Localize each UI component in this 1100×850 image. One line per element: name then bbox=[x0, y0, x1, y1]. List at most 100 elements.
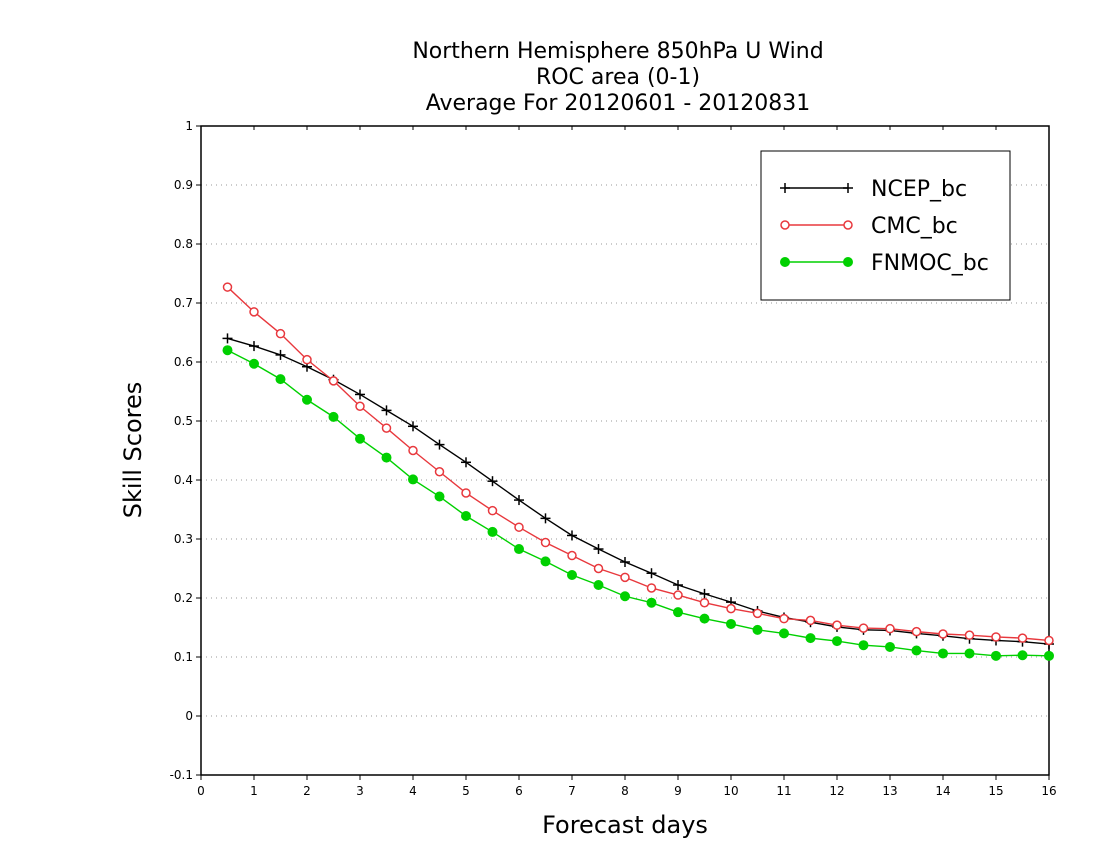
data-point-fnmoc-bc bbox=[752, 624, 763, 635]
data-point-fnmoc-bc bbox=[381, 452, 392, 463]
x-tick-label: 13 bbox=[882, 784, 897, 798]
legend: NCEP_bc CMC_bc FNMOC_bc bbox=[760, 150, 1011, 301]
x-tick-label: 6 bbox=[515, 784, 523, 798]
y-tick-label: 0.5 bbox=[174, 414, 193, 428]
x-tick-label: 9 bbox=[674, 784, 682, 798]
x-tick-label: 3 bbox=[356, 784, 364, 798]
data-point-ncep-bc bbox=[408, 421, 418, 432]
chart-title-line-1: Northern Hemisphere 850hPa U Wind bbox=[412, 39, 823, 64]
legend-label: FNMOC_bc bbox=[871, 251, 989, 276]
chart-title: Northern Hemisphere 850hPa U Wind ROC ar… bbox=[412, 39, 823, 116]
legend-item-ncep-bc: NCEP_bc bbox=[780, 177, 967, 202]
data-point-fnmoc-bc bbox=[858, 640, 869, 651]
data-point-cmc-bc bbox=[328, 376, 339, 386]
series-line-ncep-bc bbox=[227, 337, 1050, 645]
legend-marker bbox=[780, 220, 790, 230]
data-point-fnmoc-bc bbox=[434, 491, 445, 502]
legend-item-fnmoc-bc: FNMOC_bc bbox=[780, 251, 989, 276]
series-line-cmc-bc bbox=[227, 286, 1050, 642]
data-point-cmc-bc bbox=[249, 307, 259, 317]
series-cmc-bc bbox=[222, 282, 1054, 646]
legend-marker bbox=[780, 257, 790, 267]
data-point-fnmoc-bc bbox=[885, 641, 895, 652]
data-point-ncep-bc bbox=[222, 333, 233, 344]
legend-marker bbox=[843, 220, 853, 230]
x-tick-label: 4 bbox=[409, 784, 417, 798]
data-point-cmc-bc bbox=[805, 615, 816, 626]
y-tick-label: 0.3 bbox=[174, 532, 193, 546]
data-point-cmc-bc bbox=[832, 620, 842, 630]
data-point-fnmoc-bc bbox=[593, 580, 604, 591]
legend-marker bbox=[843, 257, 853, 267]
data-point-fnmoc-bc bbox=[540, 556, 551, 567]
legend-item-cmc-bc: CMC_bc bbox=[780, 214, 958, 239]
legend-marker bbox=[843, 183, 853, 193]
y-tick-label: 0.2 bbox=[174, 591, 193, 605]
data-point-cmc-bc bbox=[355, 401, 365, 411]
data-point-cmc-bc bbox=[540, 537, 551, 548]
data-point-ncep-bc bbox=[487, 476, 498, 487]
x-tick-label: 7 bbox=[568, 784, 576, 798]
data-point-cmc-bc bbox=[646, 583, 657, 593]
data-point-cmc-bc bbox=[1017, 633, 1028, 643]
series-line-fnmoc-bc bbox=[227, 349, 1050, 657]
data-point-fnmoc-bc bbox=[911, 645, 922, 656]
data-point-fnmoc-bc bbox=[514, 544, 524, 555]
x-tick-label: 5 bbox=[462, 784, 470, 798]
data-point-cmc-bc bbox=[593, 563, 604, 574]
data-point-cmc-bc bbox=[858, 623, 869, 633]
data-point-fnmoc-bc bbox=[408, 474, 418, 485]
data-point-cmc-bc bbox=[726, 603, 736, 614]
y-tick-label: 0.4 bbox=[174, 473, 193, 487]
data-point-fnmoc-bc bbox=[938, 648, 948, 659]
data-point-cmc-bc bbox=[964, 630, 975, 640]
data-point-cmc-bc bbox=[991, 632, 1001, 642]
y-tick-label: 0.6 bbox=[174, 355, 193, 369]
x-tick-label: 2 bbox=[303, 784, 311, 798]
data-point-fnmoc-bc bbox=[832, 636, 842, 647]
data-point-fnmoc-bc bbox=[726, 618, 736, 629]
data-point-cmc-bc bbox=[779, 613, 789, 624]
series-ncep-bc bbox=[222, 333, 1054, 650]
data-point-ncep-bc bbox=[249, 341, 259, 352]
data-point-fnmoc-bc bbox=[673, 607, 683, 618]
chart-title-line-2: ROC area (0-1) bbox=[536, 65, 700, 90]
y-tick-label: 0.8 bbox=[174, 237, 193, 251]
x-tick-label: 10 bbox=[723, 784, 738, 798]
data-point-fnmoc-bc bbox=[355, 433, 365, 444]
series-fnmoc-bc bbox=[222, 345, 1054, 661]
chart-title-line-3: Average For 20120601 - 20120831 bbox=[426, 91, 811, 116]
data-point-ncep-bc bbox=[646, 568, 657, 579]
data-point-cmc-bc bbox=[911, 626, 922, 637]
x-tick-label: 14 bbox=[935, 784, 950, 798]
series bbox=[222, 282, 1054, 661]
x-tick-label: 16 bbox=[1041, 784, 1056, 798]
data-point-cmc-bc bbox=[620, 572, 630, 583]
x-tick-label: 11 bbox=[776, 784, 791, 798]
data-point-fnmoc-bc bbox=[991, 650, 1001, 661]
legend-label: NCEP_bc bbox=[871, 177, 967, 202]
data-point-fnmoc-bc bbox=[699, 613, 710, 624]
data-point-fnmoc-bc bbox=[567, 569, 577, 580]
data-point-fnmoc-bc bbox=[646, 597, 657, 608]
y-tick-label: 1 bbox=[185, 119, 193, 133]
data-point-fnmoc-bc bbox=[620, 591, 630, 602]
data-point-fnmoc-bc bbox=[461, 510, 471, 521]
data-point-ncep-bc bbox=[514, 495, 524, 506]
data-point-fnmoc-bc bbox=[805, 633, 816, 644]
data-point-cmc-bc bbox=[514, 522, 524, 532]
y-axis-label: Skill Scores bbox=[119, 382, 147, 519]
x-tick-label: 15 bbox=[988, 784, 1003, 798]
data-point-fnmoc-bc bbox=[328, 411, 339, 422]
data-point-fnmoc-bc bbox=[1044, 650, 1054, 661]
data-point-cmc-bc bbox=[408, 445, 418, 456]
data-point-fnmoc-bc bbox=[222, 345, 233, 356]
data-point-fnmoc-bc bbox=[779, 628, 789, 639]
data-point-ncep-bc bbox=[275, 349, 286, 360]
x-tick-label: 1 bbox=[250, 784, 258, 798]
data-point-cmc-bc bbox=[699, 597, 710, 608]
data-point-ncep-bc bbox=[673, 580, 683, 591]
legend-label: CMC_bc bbox=[871, 214, 958, 239]
data-point-ncep-bc bbox=[620, 557, 630, 568]
data-point-fnmoc-bc bbox=[275, 374, 286, 385]
